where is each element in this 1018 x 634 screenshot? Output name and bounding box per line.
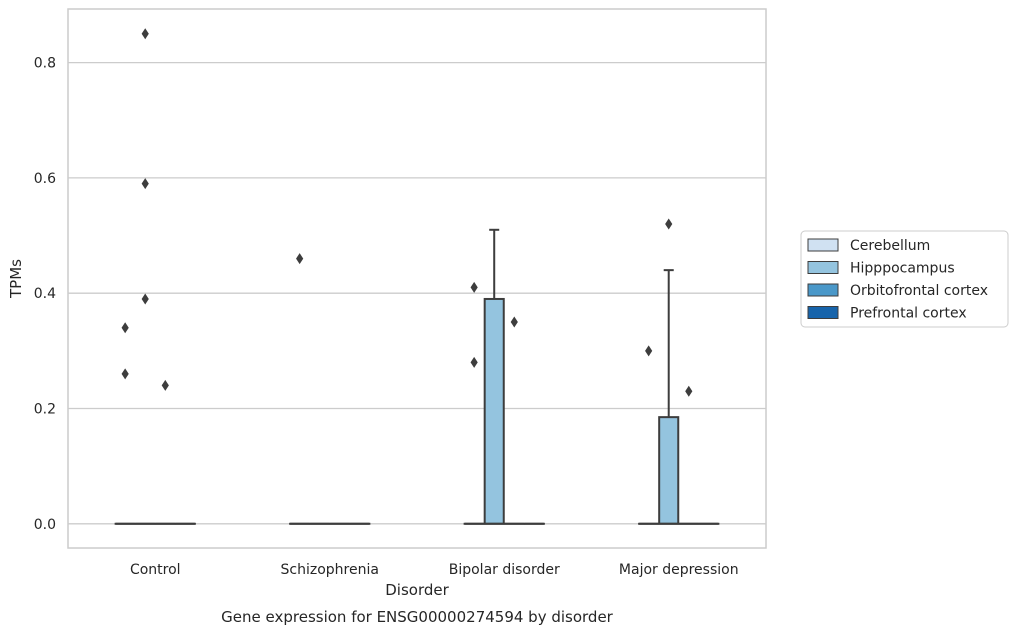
outlier-point	[141, 293, 149, 305]
legend: Cerebellum Hipppocampus Orbitofrontal cort…	[800, 230, 1009, 328]
legend-frame	[800, 230, 1009, 328]
legend-swatch	[807, 261, 839, 274]
y-tick-label: 0.6	[34, 171, 56, 187]
outlier-point	[121, 322, 129, 334]
outlier-point	[510, 316, 518, 328]
x-tick-label: Major depression	[619, 562, 739, 578]
box-2-0	[463, 281, 485, 525]
box-3-2	[678, 385, 700, 525]
x-tick-label: Schizophrenia	[281, 562, 379, 578]
box-0-0	[114, 322, 136, 525]
outlier-point	[141, 28, 149, 40]
box-2-1	[483, 228, 505, 525]
box-body	[658, 416, 680, 525]
box-0-1	[134, 28, 156, 525]
box-body	[483, 297, 505, 525]
legend-swatch	[807, 238, 839, 252]
legend-label: Orbitofrontal cortex	[850, 283, 988, 299]
box-2-2	[503, 316, 525, 525]
y-tick-label: 0.4	[34, 286, 56, 302]
outlier-point	[470, 356, 478, 368]
y-tick-label: 0.0	[34, 517, 56, 533]
box-3-1	[658, 218, 680, 525]
chart-caption: Gene expression for ENSG00000274594 by d…	[221, 608, 614, 626]
outlier-point	[645, 345, 653, 357]
legend-label: Prefrontal cortex	[850, 306, 967, 322]
y-axis-ticks: 0.0 0.2 0.4 0.6 0.8	[34, 56, 56, 533]
box-0-2	[154, 379, 176, 525]
legend-label: Hipppocampus	[850, 261, 955, 277]
outlier-point	[161, 379, 169, 391]
plot-area	[67, 8, 767, 549]
outlier-point	[141, 178, 149, 190]
box-1-0	[289, 253, 311, 525]
outlier-point	[685, 385, 693, 397]
outlier-point	[470, 281, 478, 293]
outlier-point	[121, 368, 129, 380]
box-plots	[114, 28, 720, 525]
x-axis-label: Disorder	[385, 581, 449, 599]
legend-swatch	[807, 306, 839, 319]
legend-label: Cerebellum	[850, 238, 930, 254]
y-tick-label: 0.8	[34, 56, 56, 72]
outlier-point	[296, 253, 304, 265]
x-tick-label: Bipolar disorder	[449, 562, 560, 578]
y-tick-label: 0.2	[34, 401, 56, 417]
x-axis-ticks: Control Schizophrenia Bipolar disorder Majo…	[130, 562, 739, 578]
x-tick-label: Control	[130, 562, 181, 578]
box-3-0	[638, 345, 660, 525]
outlier-point	[665, 218, 673, 230]
y-axis-label: TPMs	[7, 259, 25, 299]
legend-swatch	[807, 283, 839, 297]
